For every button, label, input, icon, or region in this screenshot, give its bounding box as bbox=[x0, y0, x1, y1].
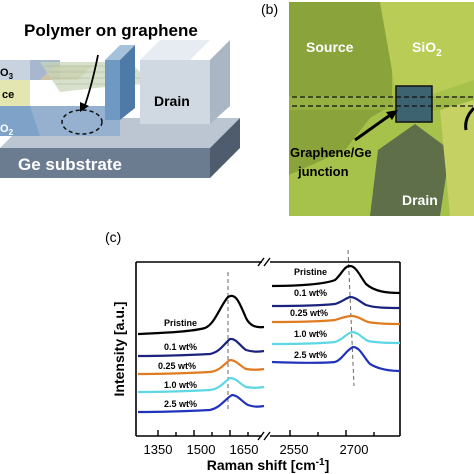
panel-c-tag: (c) bbox=[105, 229, 121, 245]
label-o3: O bbox=[0, 67, 9, 79]
series-label-right-1.0: 1.0 wt% bbox=[294, 329, 327, 339]
tick-label-1650: 1650 bbox=[230, 442, 259, 457]
series-0.25wt-left bbox=[137, 358, 265, 376]
series-label-right-0.1: 0.1 wt% bbox=[294, 288, 327, 298]
layer-source bbox=[0, 80, 30, 106]
junction-arrow bbox=[354, 111, 394, 142]
tick-label-1350: 1350 bbox=[144, 442, 173, 457]
series-label-left-0.1: 0.1 wt% bbox=[164, 342, 197, 352]
tick-label-1500: 1500 bbox=[187, 442, 216, 457]
drain-electrode bbox=[370, 124, 450, 216]
panel-b-tag: (b) bbox=[261, 1, 278, 17]
panel-a-schematic: Polymer on graphene O3 ce Drain O2 Ge su… bbox=[0, 21, 240, 178]
series-label-right-2.5: 2.5 wt% bbox=[294, 350, 327, 360]
series-label-right-pristine: Pristine bbox=[294, 267, 327, 277]
series-2.5wt-left bbox=[137, 393, 265, 414]
label-o2: O bbox=[0, 123, 9, 135]
label-substrate: Ge substrate bbox=[18, 155, 122, 174]
series-label-left-2.5: 2.5 wt% bbox=[164, 399, 197, 409]
x-ticks bbox=[157, 430, 375, 436]
tick-label-2550: 2550 bbox=[280, 442, 309, 457]
annotation-polymer: Polymer on graphene bbox=[24, 21, 198, 40]
svg-text:O3: O3 bbox=[0, 67, 14, 81]
source-electrode bbox=[289, 2, 392, 175]
y-axis-label: Intensity [a.u.] bbox=[111, 302, 127, 397]
tick-label-2700: 2700 bbox=[340, 442, 369, 457]
junction-marker bbox=[61, 109, 103, 135]
label-drain-a: Drain bbox=[154, 93, 190, 109]
series-1.0wt-left bbox=[137, 376, 265, 394]
2d-peak-guide bbox=[347, 249, 355, 387]
drain-block bbox=[140, 60, 210, 124]
series-0.1wt-right bbox=[271, 295, 401, 310]
x-axis-label: Raman shift [cm-1] bbox=[207, 457, 330, 473]
label-drain-b: Drain bbox=[402, 192, 438, 208]
label-junction-1: Graphene/Ge bbox=[290, 145, 372, 160]
svg-text:O2: O2 bbox=[0, 123, 14, 137]
sio2-region bbox=[380, 2, 474, 96]
series-1.0wt-right bbox=[271, 330, 401, 346]
label-source: Source bbox=[306, 39, 354, 55]
series-pristine-right bbox=[271, 264, 401, 295]
panel-b-micrograph: (b) Source SiO2 Graphene/Ge junction Dra… bbox=[261, 1, 474, 216]
label-junction-2: junction bbox=[297, 164, 349, 179]
series-label-left-0.25: 0.25 wt% bbox=[158, 361, 196, 371]
label-ce: ce bbox=[2, 89, 14, 101]
series-label-right-0.25: 0.25 wt% bbox=[290, 308, 328, 318]
substrate-side bbox=[210, 118, 240, 178]
chart-frame bbox=[135, 261, 401, 437]
series-2.5wt-right bbox=[271, 345, 401, 373]
substrate-front bbox=[0, 148, 210, 178]
series-0.25wt-right bbox=[271, 314, 401, 326]
series-label-left-pristine: Pristine bbox=[164, 318, 197, 328]
label-sio2: SiO bbox=[412, 39, 436, 55]
series-label-left-1.0: 1.0 wt% bbox=[164, 380, 197, 390]
svg-text:SiO2: SiO2 bbox=[412, 39, 442, 59]
junction-square bbox=[395, 85, 433, 123]
series-0.1wt-left bbox=[137, 337, 265, 358]
layer-oxide bbox=[0, 60, 30, 80]
axis-break bbox=[257, 257, 271, 441]
annotation-arrow bbox=[83, 54, 99, 109]
panel-c-chart: (c) 1350 1500 1650 2550 2700 R bbox=[105, 229, 401, 473]
series-pristine-left bbox=[137, 294, 265, 336]
